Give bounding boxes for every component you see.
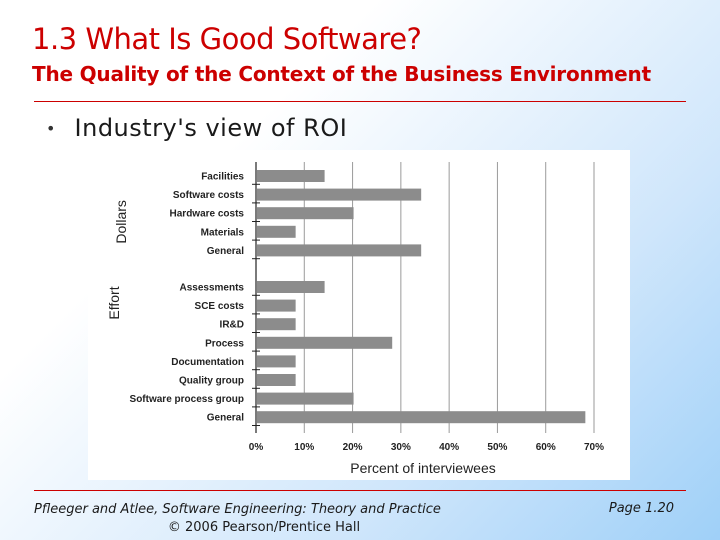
bar — [257, 392, 354, 405]
roi-bar-chart: 0% 10% 20% 30% 40% 50% 60% 70% Facilities Softwar… — [88, 150, 630, 480]
x-tick-label: 20% — [343, 442, 363, 453]
category-label: IR&D — [220, 320, 244, 331]
category-label: Materials — [201, 227, 245, 238]
category-label: General — [207, 413, 244, 424]
bar — [257, 225, 296, 238]
category-label: SCE costs — [195, 301, 245, 312]
category-label: Documentation — [171, 357, 244, 368]
bullet-item: • Industry's view of ROI — [46, 114, 347, 142]
bar — [257, 244, 422, 257]
bullet-dot-icon: • — [46, 118, 56, 138]
category-label: Software process group — [130, 394, 244, 405]
bar — [257, 374, 296, 386]
group-label-effort: Effort — [106, 286, 122, 319]
footer-divider — [34, 490, 686, 491]
bar — [257, 355, 296, 368]
bar — [257, 411, 586, 424]
bar — [257, 318, 296, 331]
category-label: General — [207, 246, 244, 257]
x-tick-label: 40% — [439, 442, 459, 453]
footer-citation-block: Pfleeger and Atlee, Software Engineering… — [34, 501, 494, 537]
group-label-dollars: Dollars — [113, 200, 129, 244]
header-divider — [34, 101, 686, 102]
bar — [257, 336, 393, 349]
footer-citation: Pfleeger and Atlee, Software Engineering… — [34, 502, 441, 517]
category-label: Process — [205, 338, 244, 349]
x-tick-label: 70% — [584, 442, 604, 453]
category-label: Hardware costs — [170, 209, 245, 220]
bar — [257, 207, 354, 220]
x-tick-label: 50% — [487, 442, 507, 453]
bar — [257, 170, 325, 182]
category-label: Software costs — [173, 190, 245, 201]
chart-background — [88, 150, 630, 480]
x-tick-label: 60% — [536, 442, 556, 453]
x-tick-label: 30% — [391, 442, 411, 453]
bar — [257, 188, 422, 201]
x-tick-label: 0% — [249, 442, 264, 453]
bar — [257, 281, 325, 293]
bullet-text: Industry's view of ROI — [74, 114, 348, 142]
footer-page-number: Page 1.20 — [608, 501, 674, 516]
x-tick-label: 10% — [294, 442, 314, 453]
slide-subtitle: The Quality of the Context of the Busine… — [32, 62, 651, 86]
category-label: Facilities — [201, 172, 244, 183]
slide-title: 1.3 What Is Good Software? — [32, 22, 422, 56]
bar — [257, 299, 296, 312]
category-label: Assessments — [180, 283, 245, 294]
category-label: Quality group — [179, 376, 244, 387]
x-axis-label: Percent of interviewees — [350, 460, 496, 476]
footer-copyright: © 2006 Pearson/Prentice Hall — [167, 520, 361, 535]
